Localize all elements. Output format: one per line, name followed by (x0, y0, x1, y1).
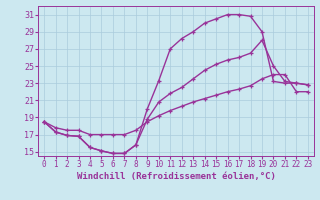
X-axis label: Windchill (Refroidissement éolien,°C): Windchill (Refroidissement éolien,°C) (76, 172, 276, 181)
